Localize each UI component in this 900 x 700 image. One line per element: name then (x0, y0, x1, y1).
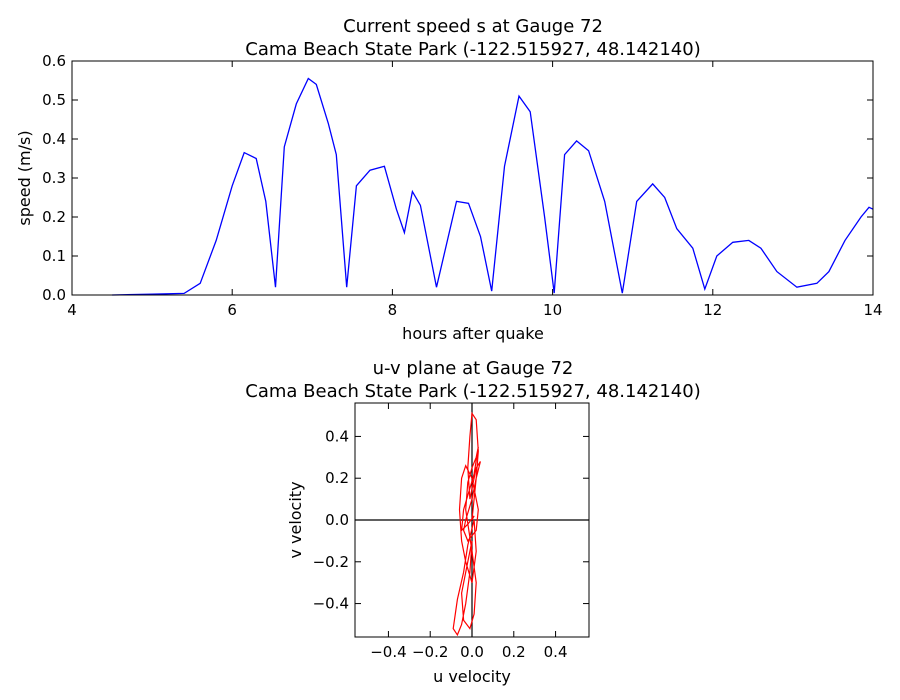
speed-chart-title-line2: Cama Beach State Park (-122.515927, 48.1… (245, 39, 700, 60)
speed-chart-ytick-label: 0.5 (42, 91, 66, 109)
speed-chart-xtick-label: 10 (543, 301, 562, 319)
speed-chart-ticks: 4 6 8 10 12 14 0.0 0.1 0.2 0.3 0.4 0.5 0.6 (42, 52, 882, 319)
uv-chart-ylabel: v velocity (286, 481, 305, 558)
speed-chart-ytick-label: 0.1 (42, 247, 66, 265)
uv-plane-chart: u-v plane at Gauge 72 Cama Beach State P… (245, 358, 700, 686)
uv-series-line (452, 411, 481, 637)
uv-chart-frame (354, 402, 590, 638)
uv-chart-ytick-label: −0.4 (313, 595, 349, 613)
uv-chart-title-line1: u-v plane at Gauge 72 (373, 358, 574, 379)
speed-chart-xlabel: hours after quake (402, 324, 544, 343)
uv-chart-ytick-label: 0.0 (325, 511, 349, 529)
uv-chart-ytick-label: −0.2 (313, 553, 349, 571)
speed-chart-xtick-label: 12 (703, 301, 722, 319)
speed-chart-xtick-label: 6 (227, 301, 237, 319)
speed-chart-ytick-label: 0.6 (42, 52, 66, 70)
uv-chart-xtick-label: −0.2 (412, 643, 448, 661)
uv-chart-xtick-label: 0.2 (502, 643, 526, 661)
speed-chart-title-line1: Current speed s at Gauge 72 (343, 16, 603, 37)
speed-chart-ytick-label: 0.4 (42, 130, 66, 148)
speed-chart-ytick-label: 0.2 (42, 208, 66, 226)
uv-chart-xtick-label: 0.0 (460, 643, 484, 661)
speed-chart-frame (71, 60, 874, 296)
uv-chart-xtick-label: 0.4 (544, 643, 568, 661)
speed-chart: Current speed s at Gauge 72 Cama Beach S… (15, 16, 883, 343)
speed-chart-plot-area (72, 61, 873, 295)
speed-chart-ylabel: speed (m/s) (15, 130, 34, 225)
uv-chart-ytick-label: 0.4 (325, 427, 349, 445)
uv-chart-xtick-label: −0.4 (370, 643, 406, 661)
uv-chart-xlabel: u velocity (433, 667, 511, 686)
speed-chart-xtick-label: 8 (388, 301, 398, 319)
speed-series-line (112, 77, 874, 296)
uv-chart-ticks: −0.4 −0.2 0.0 0.2 0.4 −0.4 −0.2 0.0 0.2 0.4 (313, 403, 589, 661)
uv-chart-ytick-label: 0.2 (325, 469, 349, 487)
speed-chart-xtick-label: 14 (863, 301, 882, 319)
speed-chart-ytick-label: 0.3 (42, 169, 66, 187)
speed-chart-xtick-label: 4 (67, 301, 77, 319)
uv-chart-title-line2: Cama Beach State Park (-122.515927, 48.1… (245, 381, 700, 402)
speed-chart-ytick-label: 0.0 (42, 286, 66, 304)
